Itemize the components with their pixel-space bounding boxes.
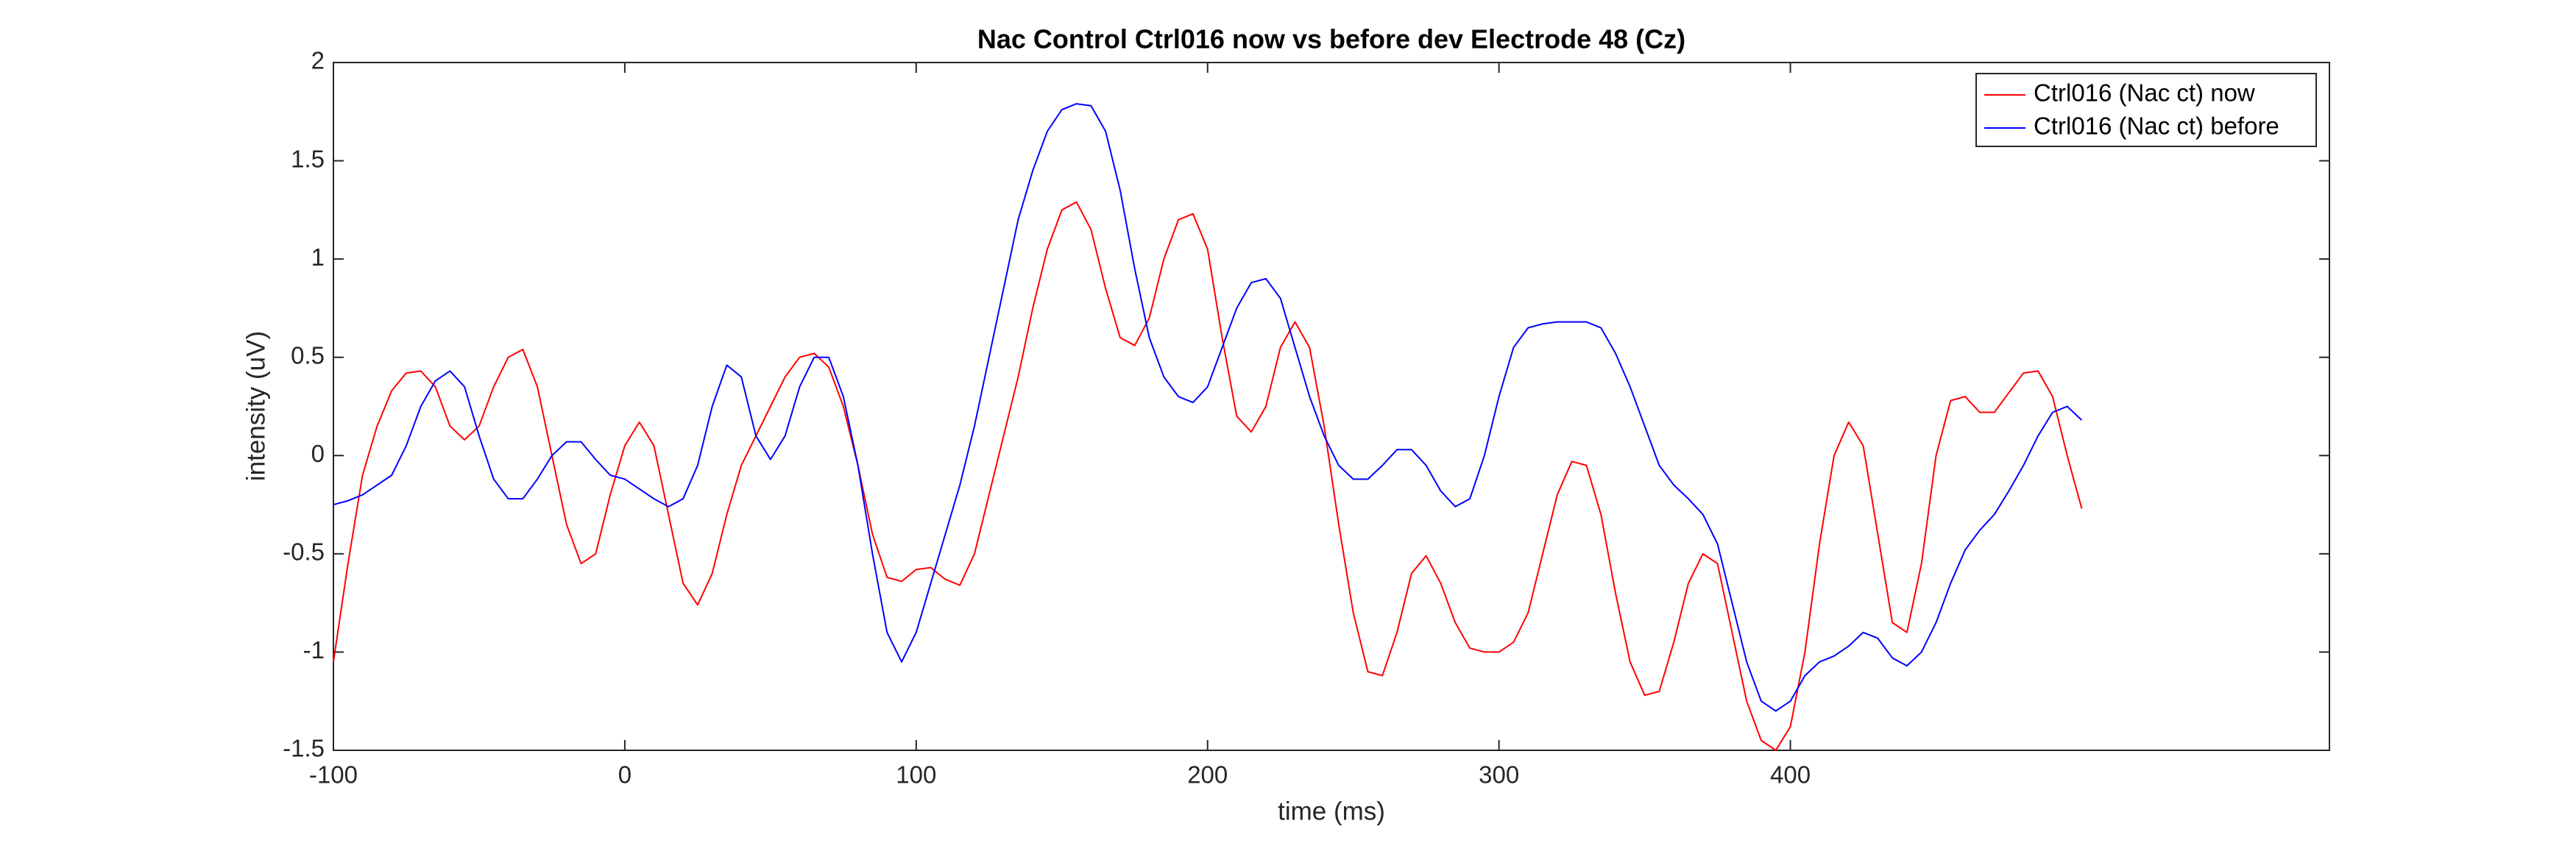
- x-tick-label: 300: [1479, 761, 1519, 789]
- series-line: [333, 201, 2083, 751]
- y-tick-label: 0: [311, 440, 325, 467]
- y-tick-label: 0.5: [291, 341, 325, 369]
- x-tick-label: 100: [896, 761, 936, 789]
- legend-box: [1975, 73, 2317, 147]
- y-tick-label: -1.5: [283, 735, 325, 762]
- y-tick-label: -1: [303, 636, 325, 664]
- y-axis-label: intensity (uV): [241, 331, 270, 481]
- x-axis-label: time (ms): [1278, 797, 1385, 825]
- legend-label: Ctrl016 (Nac ct) now: [2034, 79, 2255, 107]
- chart-title: Nac Control Ctrl016 now vs before dev El…: [977, 24, 1685, 54]
- plot-box: [333, 62, 2330, 751]
- legend-label: Ctrl016 (Nac ct) before: [2034, 113, 2279, 140]
- y-tick-label: -0.5: [283, 538, 325, 566]
- x-tick-label: 0: [618, 761, 631, 789]
- x-tick-label: -100: [309, 761, 358, 789]
- x-tick-label: 200: [1187, 761, 1228, 789]
- y-tick-label: 2: [311, 47, 325, 74]
- series-line: [333, 103, 2083, 712]
- y-tick-label: 1.5: [291, 145, 325, 172]
- y-tick-label: 1: [311, 243, 325, 271]
- x-tick-label: 400: [1770, 761, 1811, 789]
